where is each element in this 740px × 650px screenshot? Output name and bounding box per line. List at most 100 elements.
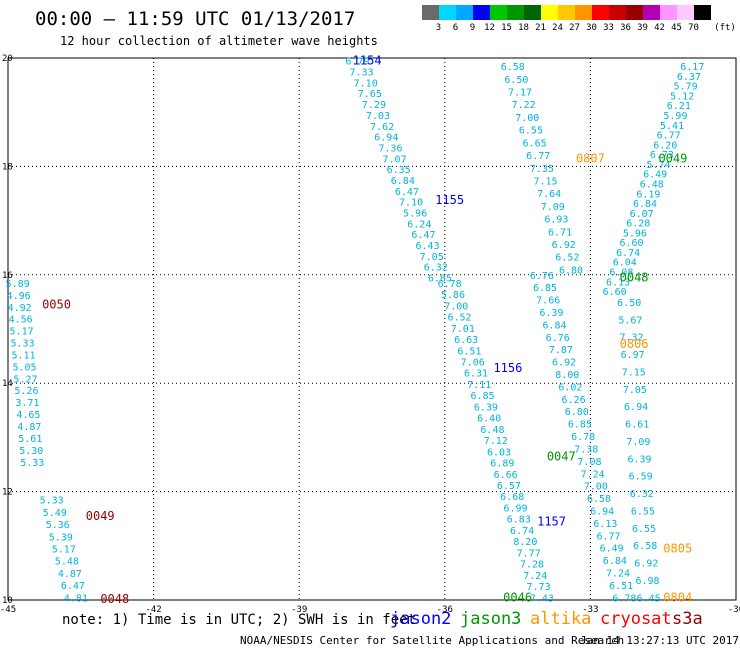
pass-label: 1155 [435, 193, 464, 207]
wave-height-value: 6.08 [609, 268, 633, 279]
wave-height-value: 6.55 [519, 126, 543, 137]
footer-timestamp: Jan 14 13:27:13 UTC 2017 [580, 634, 739, 647]
wave-height-value: 6.80 [565, 407, 589, 418]
wave-height-value: 6.17 [680, 62, 704, 73]
wave-height-value: 6.47 [395, 187, 419, 198]
wave-height-value: 6.13 [606, 277, 630, 288]
wave-height-value: 6.99 [503, 503, 527, 514]
scale-swatch [456, 5, 473, 20]
scale-swatch [490, 5, 507, 20]
scale-label: 18 [518, 23, 529, 33]
wave-height-value: 6.57 [497, 481, 521, 492]
wave-height-value: 6.76 [530, 271, 554, 282]
wave-height-value: 6.49 [600, 544, 624, 555]
scale-label: 6 [452, 23, 459, 33]
wave-height-value: 6.85 [471, 391, 495, 402]
wave-height-value: 6.51 [609, 581, 633, 592]
wave-height-value: 6.45 [637, 593, 661, 604]
wave-height-value: 6.47 [411, 230, 435, 241]
wave-height-value: 6.84 [633, 199, 657, 210]
x-tick-label: -42 [145, 605, 161, 615]
wave-height-value: 6.40 [477, 414, 501, 425]
scale-swatch [439, 5, 456, 20]
wave-height-value: 6.66 [494, 470, 518, 481]
legend-altika: altika [530, 609, 592, 629]
wave-height-value: 6.37 [677, 72, 701, 83]
scale-label: 15 [501, 23, 512, 33]
pass-label: 0807 [576, 151, 605, 165]
wave-height-value: 5.41 [660, 121, 684, 132]
wave-height-value: 6.31 [464, 369, 488, 380]
pass-label: 1157 [537, 514, 566, 528]
wave-height-value: 6.48 [640, 179, 664, 190]
scale-swatch [694, 5, 711, 20]
scale-swatch [422, 5, 439, 20]
scale-swatch [473, 5, 490, 20]
pass-label: 0806 [620, 337, 649, 351]
scale-label: 36 [620, 23, 631, 33]
wave-height-value: 6.32 [630, 489, 654, 500]
wave-height-value: 5.30 [19, 446, 43, 457]
wave-height-value: 5.79 [674, 82, 698, 93]
wave-height-value: 6.04 [613, 258, 637, 269]
legend-cryosat: cryosat [600, 609, 672, 629]
pass-label: 0047 [547, 449, 576, 463]
wave-height-value: 6.28 [626, 219, 650, 230]
wave-height-value: 7.73 [527, 582, 551, 593]
wave-height-value: 7.15 [533, 176, 557, 187]
wave-height-value: 6.77 [526, 151, 550, 162]
wave-height-value: 6.03 [487, 447, 511, 458]
scale-label: 12 [484, 23, 495, 33]
wave-height-value: 6.79 [345, 57, 369, 68]
wave-height-value: 6.84 [603, 556, 627, 567]
scale-swatch [524, 5, 541, 20]
wave-height-value: 6.84 [391, 176, 415, 187]
wave-height-value: 6.78 [571, 432, 595, 443]
pass-label: 0804 [663, 590, 692, 604]
wave-height-value: 7.10 [354, 78, 378, 89]
wave-height-value: 6.51 [457, 346, 481, 357]
wave-height-value: 6.89 [490, 459, 514, 470]
wave-height-value: 5.17 [52, 545, 76, 556]
wave-height-value: 4.87 [17, 422, 41, 433]
wave-height-value: 5.49 [43, 508, 67, 519]
wave-height-value: 7.32 [619, 333, 643, 344]
wave-height-value: 7.62 [370, 122, 394, 133]
wave-height-value: 6.39 [627, 454, 651, 465]
wave-height-value: 6.63 [454, 335, 478, 346]
wave-height-value: 6.39 [474, 402, 498, 413]
wave-height-value: 8.20 [513, 537, 537, 548]
wave-height-value: 6.92 [634, 559, 658, 570]
wave-height-value: 4.96 [7, 291, 31, 302]
scale-swatch [541, 5, 558, 20]
wave-height-value: 7.07 [383, 154, 407, 165]
wave-height-value: 5.48 [55, 557, 79, 568]
wave-height-value: 5.99 [663, 111, 687, 122]
wave-height-value: 6.74 [510, 526, 534, 537]
footer-credit: NOAA/NESDIS Center for Satellite Applica… [240, 634, 625, 647]
pass-label: 1154 [353, 54, 382, 68]
x-tick-label: -36 [437, 605, 453, 615]
wave-height-value: 7.29 [362, 100, 386, 111]
x-tick-label: -39 [291, 605, 307, 615]
wave-height-value: 6.58 [633, 541, 657, 552]
wave-height-value: 6.55 [632, 524, 656, 535]
wave-height-value: 7.77 [517, 548, 541, 559]
wave-height-value: 7.43 [530, 593, 554, 604]
wave-height-value: 5.11 [11, 350, 35, 361]
wave-height-value: 6.77 [657, 131, 681, 142]
wave-height-value: 7.00 [584, 482, 608, 493]
scale-label: 27 [569, 23, 580, 33]
scale-label: 30 [586, 23, 597, 33]
wave-height-value: 6.85 [533, 283, 557, 294]
wave-height-value: 3.71 [15, 398, 39, 409]
x-tick-label: -33 [582, 605, 598, 615]
pass-label: 0048 [620, 271, 649, 285]
y-tick-label: 16 [2, 271, 13, 281]
wave-height-value: 6.55 [631, 506, 655, 517]
wave-height-value: 7.66 [536, 296, 560, 307]
scale-swatch [592, 5, 609, 20]
y-tick-label: 18 [2, 162, 13, 172]
y-tick-label: 12 [2, 488, 13, 498]
